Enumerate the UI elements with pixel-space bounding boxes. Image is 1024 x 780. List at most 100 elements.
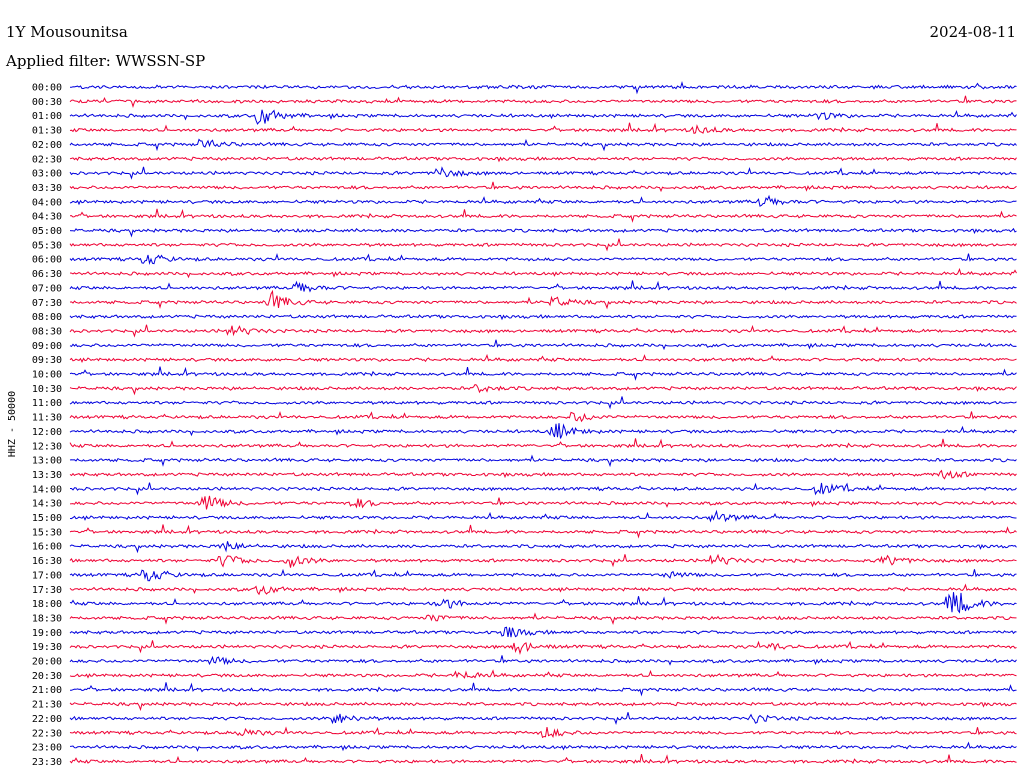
time-tick-label: 12:00 [32,427,62,438]
time-tick-label: 09:00 [32,341,62,352]
time-tick-label: 21:30 [32,700,62,711]
time-tick-label: 21:00 [32,685,62,696]
time-tick-label: 03:30 [32,183,62,194]
seismogram-trace-line [69,366,1017,381]
time-tick-label: 06:30 [32,269,62,280]
seismogram-trace-line [69,353,1017,363]
seismogram-trace-line [69,712,1017,726]
time-tick-label: 08:30 [32,326,62,337]
seismogram-trace-line [69,669,1017,679]
seismogram-trace-line [69,396,1017,410]
seismogram-trace-line [69,583,1017,596]
seismogram-trace-line [69,423,1017,439]
seismogram-trace-line [69,438,1017,449]
seismogram-trace-line [69,384,1017,396]
time-tick-label: 05:00 [32,226,62,237]
seismogram-trace-line [69,655,1017,666]
seismogram-trace-line [69,280,1017,293]
time-tick-label: 03:00 [32,169,62,180]
time-tick-label: 01:00 [32,111,62,122]
time-tick-label: 18:00 [32,599,62,610]
time-tick-label: 16:30 [32,556,62,567]
seismogram-trace-line [69,753,1017,765]
seismogram-trace-line [69,95,1017,109]
seismogram-trace-line [69,626,1017,638]
seismogram-trace-line [69,208,1017,223]
time-tick-label: 02:00 [32,140,62,151]
seismogram-trace-line [69,138,1017,152]
time-tick-label: 20:00 [32,657,62,668]
seismogram-trace-line [69,568,1017,582]
time-tick-label: 15:30 [32,527,62,538]
seismogram-trace-line [69,541,1017,554]
seismogram-trace-line [69,194,1017,207]
filter-label: Applied filter: WWSSN-SP [5,52,205,70]
time-tick-label: 23:00 [32,743,62,754]
seismogram-trace-line [69,156,1017,163]
seismogram-trace-line [69,267,1017,279]
seismogram-trace-line [69,726,1017,739]
time-tick-label: 00:30 [32,97,62,108]
seismogram-trace-line [69,553,1017,568]
time-tick-label: 06:00 [32,255,62,266]
time-tick-label: 17:00 [32,570,62,581]
seismogram-trace-line [69,109,1017,125]
seismogram-trace-line [69,469,1017,480]
time-tick-label: 04:00 [32,197,62,208]
time-tick-label: 15:00 [32,513,62,524]
seismogram-trace-line [69,253,1017,265]
time-tick-label: 11:30 [32,413,62,424]
time-tick-label: 16:00 [32,542,62,553]
time-tick-label: 07:30 [32,298,62,309]
time-tick-label: 22:00 [32,714,62,725]
seismogram-trace-line [69,166,1017,180]
time-tick-label: 12:30 [32,441,62,452]
time-tick-label: 19:30 [32,642,62,653]
time-tick-label: 13:00 [32,456,62,467]
seismogram-trace-line [69,324,1017,338]
time-tick-label: 13:30 [32,470,62,481]
seismogram-trace-line [69,701,1017,712]
seismogram-trace-line [69,524,1017,539]
time-tick-label: 04:30 [32,212,62,223]
time-tick-label: 18:30 [32,613,62,624]
seismogram-trace-line [69,181,1017,193]
seismogram-trace-line [69,509,1017,523]
time-tick-label: 10:00 [32,370,62,381]
time-tick-label: 00:00 [32,83,62,94]
time-tick-label: 22:30 [32,728,62,739]
time-tick-label: 08:00 [32,312,62,323]
time-tick-label: 01:30 [32,126,62,137]
time-tick-label: 23:30 [32,757,62,768]
time-tick-label: 14:30 [32,499,62,510]
seismogram-trace-line [69,81,1017,95]
y-axis-label: HHZ - 50000 [7,391,18,457]
seismogram-trace-line [69,454,1017,468]
seismogram-trace-line [69,238,1017,252]
time-tick-label: 02:30 [32,154,62,165]
seismogram-trace-line [69,339,1017,351]
time-tick-label: 05:30 [32,240,62,251]
time-tick-label: 09:30 [32,355,62,366]
time-tick-label: 19:00 [32,628,62,639]
time-tick-label: 17:30 [32,585,62,596]
seismogram-traces [69,81,1017,765]
time-tick-label: 11:00 [32,398,62,409]
time-tick-label: 10:30 [32,384,62,395]
seismogram-trace-line [69,592,1017,614]
seismogram-trace-line [69,289,1017,310]
seismogram-trace-line [70,682,1017,697]
seismogram-trace-line [69,495,1017,510]
seismogram-trace-line [69,122,1017,135]
time-tick-label: 20:30 [32,671,62,682]
plot-date: 2024-08-11 [930,23,1016,41]
seismogram-trace-line [69,741,1017,752]
seismogram-trace-line [69,227,1017,238]
time-tick-labels: 00:00 00:30 01:00 01:30 02:00 02:30 03:00 03:30… [32,83,62,768]
time-tick-label: 14:00 [32,484,62,495]
seismogram-trace-line [69,314,1017,321]
station-title: 1Y Mousounitsa [6,23,128,41]
seismogram-trace-line [69,640,1017,655]
seismogram-trace-line [69,410,1017,423]
